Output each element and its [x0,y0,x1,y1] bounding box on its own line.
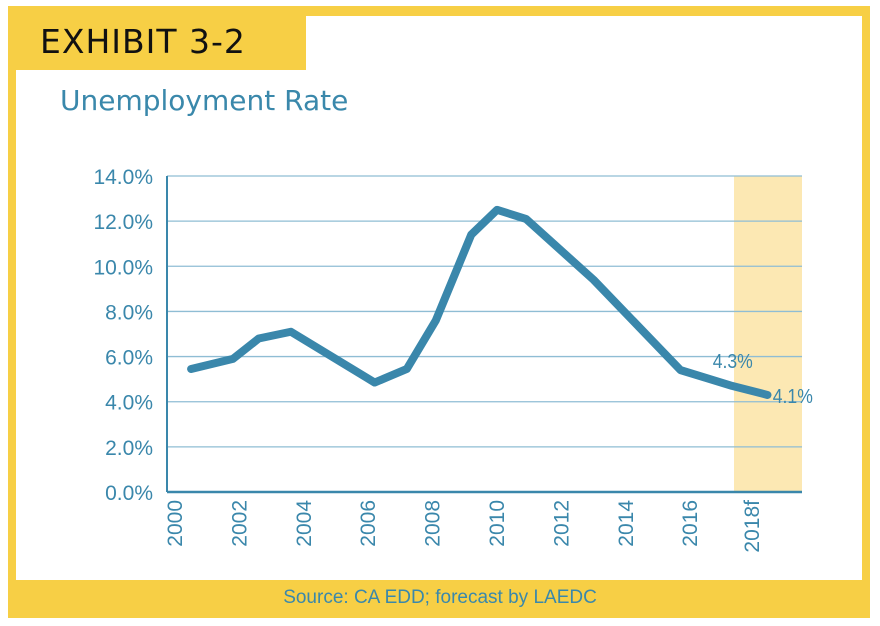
x-tick-label: 2008 [422,500,445,547]
series-line [187,205,772,399]
x-tick-label: 2002 [228,500,251,547]
y-tick-label: 8.0% [105,301,153,324]
x-tick-label: 2006 [357,500,380,547]
y-tick-label: 10.0% [93,256,153,279]
x-tick-label: 2004 [293,500,316,547]
chart-title: Unemployment Rate [60,84,349,117]
data-label: 4.3% [713,350,753,372]
x-tick-label: 2010 [486,500,509,547]
x-tick-label: 2014 [615,500,638,547]
chart-panel [16,16,862,580]
y-tick-label: 14.0% [93,166,153,189]
x-tick-label: 2016 [679,500,702,547]
x-tick-label: 2012 [550,500,573,547]
x-tick-label: 2018f [741,500,764,553]
y-tick-label: 0.0% [105,482,153,505]
y-tick-label: 12.0% [93,211,153,234]
x-tick-label: 2000 [164,500,187,547]
y-tick-label: 4.0% [105,392,153,415]
source-note: Source: CA EDD; forecast by LAEDC [283,587,597,608]
data-label: 4.1% [773,385,813,407]
y-tick-label: 6.0% [105,347,153,370]
forecast-shade [734,176,802,492]
exhibit-tab [8,6,306,70]
y-tick-label: 2.0% [105,437,153,460]
exhibit-label: EXHIBIT 3-2 [40,22,246,61]
